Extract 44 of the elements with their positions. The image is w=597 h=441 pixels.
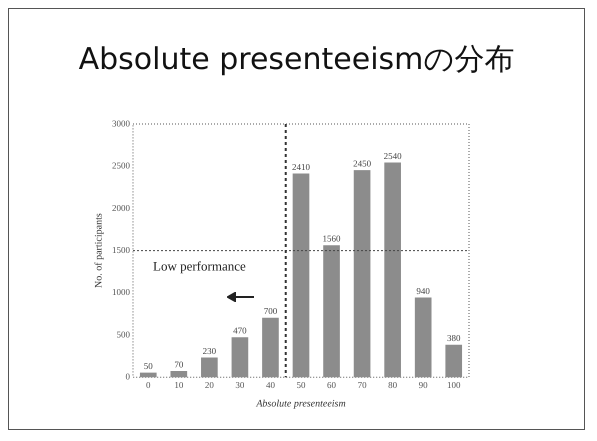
bar xyxy=(414,298,432,378)
data-label: 940 xyxy=(416,286,430,296)
data-label: 2450 xyxy=(353,158,372,168)
data-label: 700 xyxy=(264,306,278,316)
bar xyxy=(140,372,157,378)
x-tick-label: 30 xyxy=(235,380,245,390)
data-label: 70 xyxy=(174,359,184,370)
x-tick-label: 40 xyxy=(266,380,276,390)
x-tick-label: 60 xyxy=(327,380,337,390)
x-tick-label: 20 xyxy=(204,380,214,390)
bar xyxy=(232,337,248,378)
x-tick-label: 100 xyxy=(446,380,461,390)
x-tick-label: 0 xyxy=(146,380,152,390)
y-tick-label: 1000 xyxy=(112,287,130,298)
bar xyxy=(445,344,462,378)
x-tick-label: 90 xyxy=(418,380,428,390)
bar xyxy=(384,162,401,378)
data-label: 380 xyxy=(446,333,461,344)
annotation: Low performance xyxy=(153,258,246,274)
data-label: 1560 xyxy=(322,234,342,244)
bar xyxy=(262,318,279,378)
y-tick-label: 1500 xyxy=(112,244,130,255)
bar xyxy=(354,170,370,378)
x-axis-title: Absolute presenteeism xyxy=(255,398,346,410)
chart-title: Absolute presenteeismの分布 xyxy=(78,41,516,79)
bar xyxy=(170,370,188,378)
x-tick-label: 10 xyxy=(174,380,184,390)
data-label: 470 xyxy=(233,326,248,336)
data-label: 2410 xyxy=(292,162,310,172)
data-label: 50 xyxy=(144,360,154,371)
y-axis-title: No. of participants xyxy=(94,213,105,288)
y-tick-label: 0 xyxy=(126,372,130,382)
y-tick-label: 2500 xyxy=(112,160,130,171)
bar xyxy=(292,173,310,378)
x-tick-label: 50 xyxy=(296,380,306,390)
data-label: 230 xyxy=(202,346,217,356)
bar xyxy=(323,245,340,378)
y-tick-label: 500 xyxy=(116,329,130,340)
x-tick-label: 70 xyxy=(358,380,368,390)
x-tick-label: 80 xyxy=(388,380,398,390)
data-label: 2540 xyxy=(384,150,402,161)
bar xyxy=(201,357,218,378)
y-tick-label: 3000 xyxy=(112,118,130,128)
y-tick-label: 2000 xyxy=(112,202,130,213)
